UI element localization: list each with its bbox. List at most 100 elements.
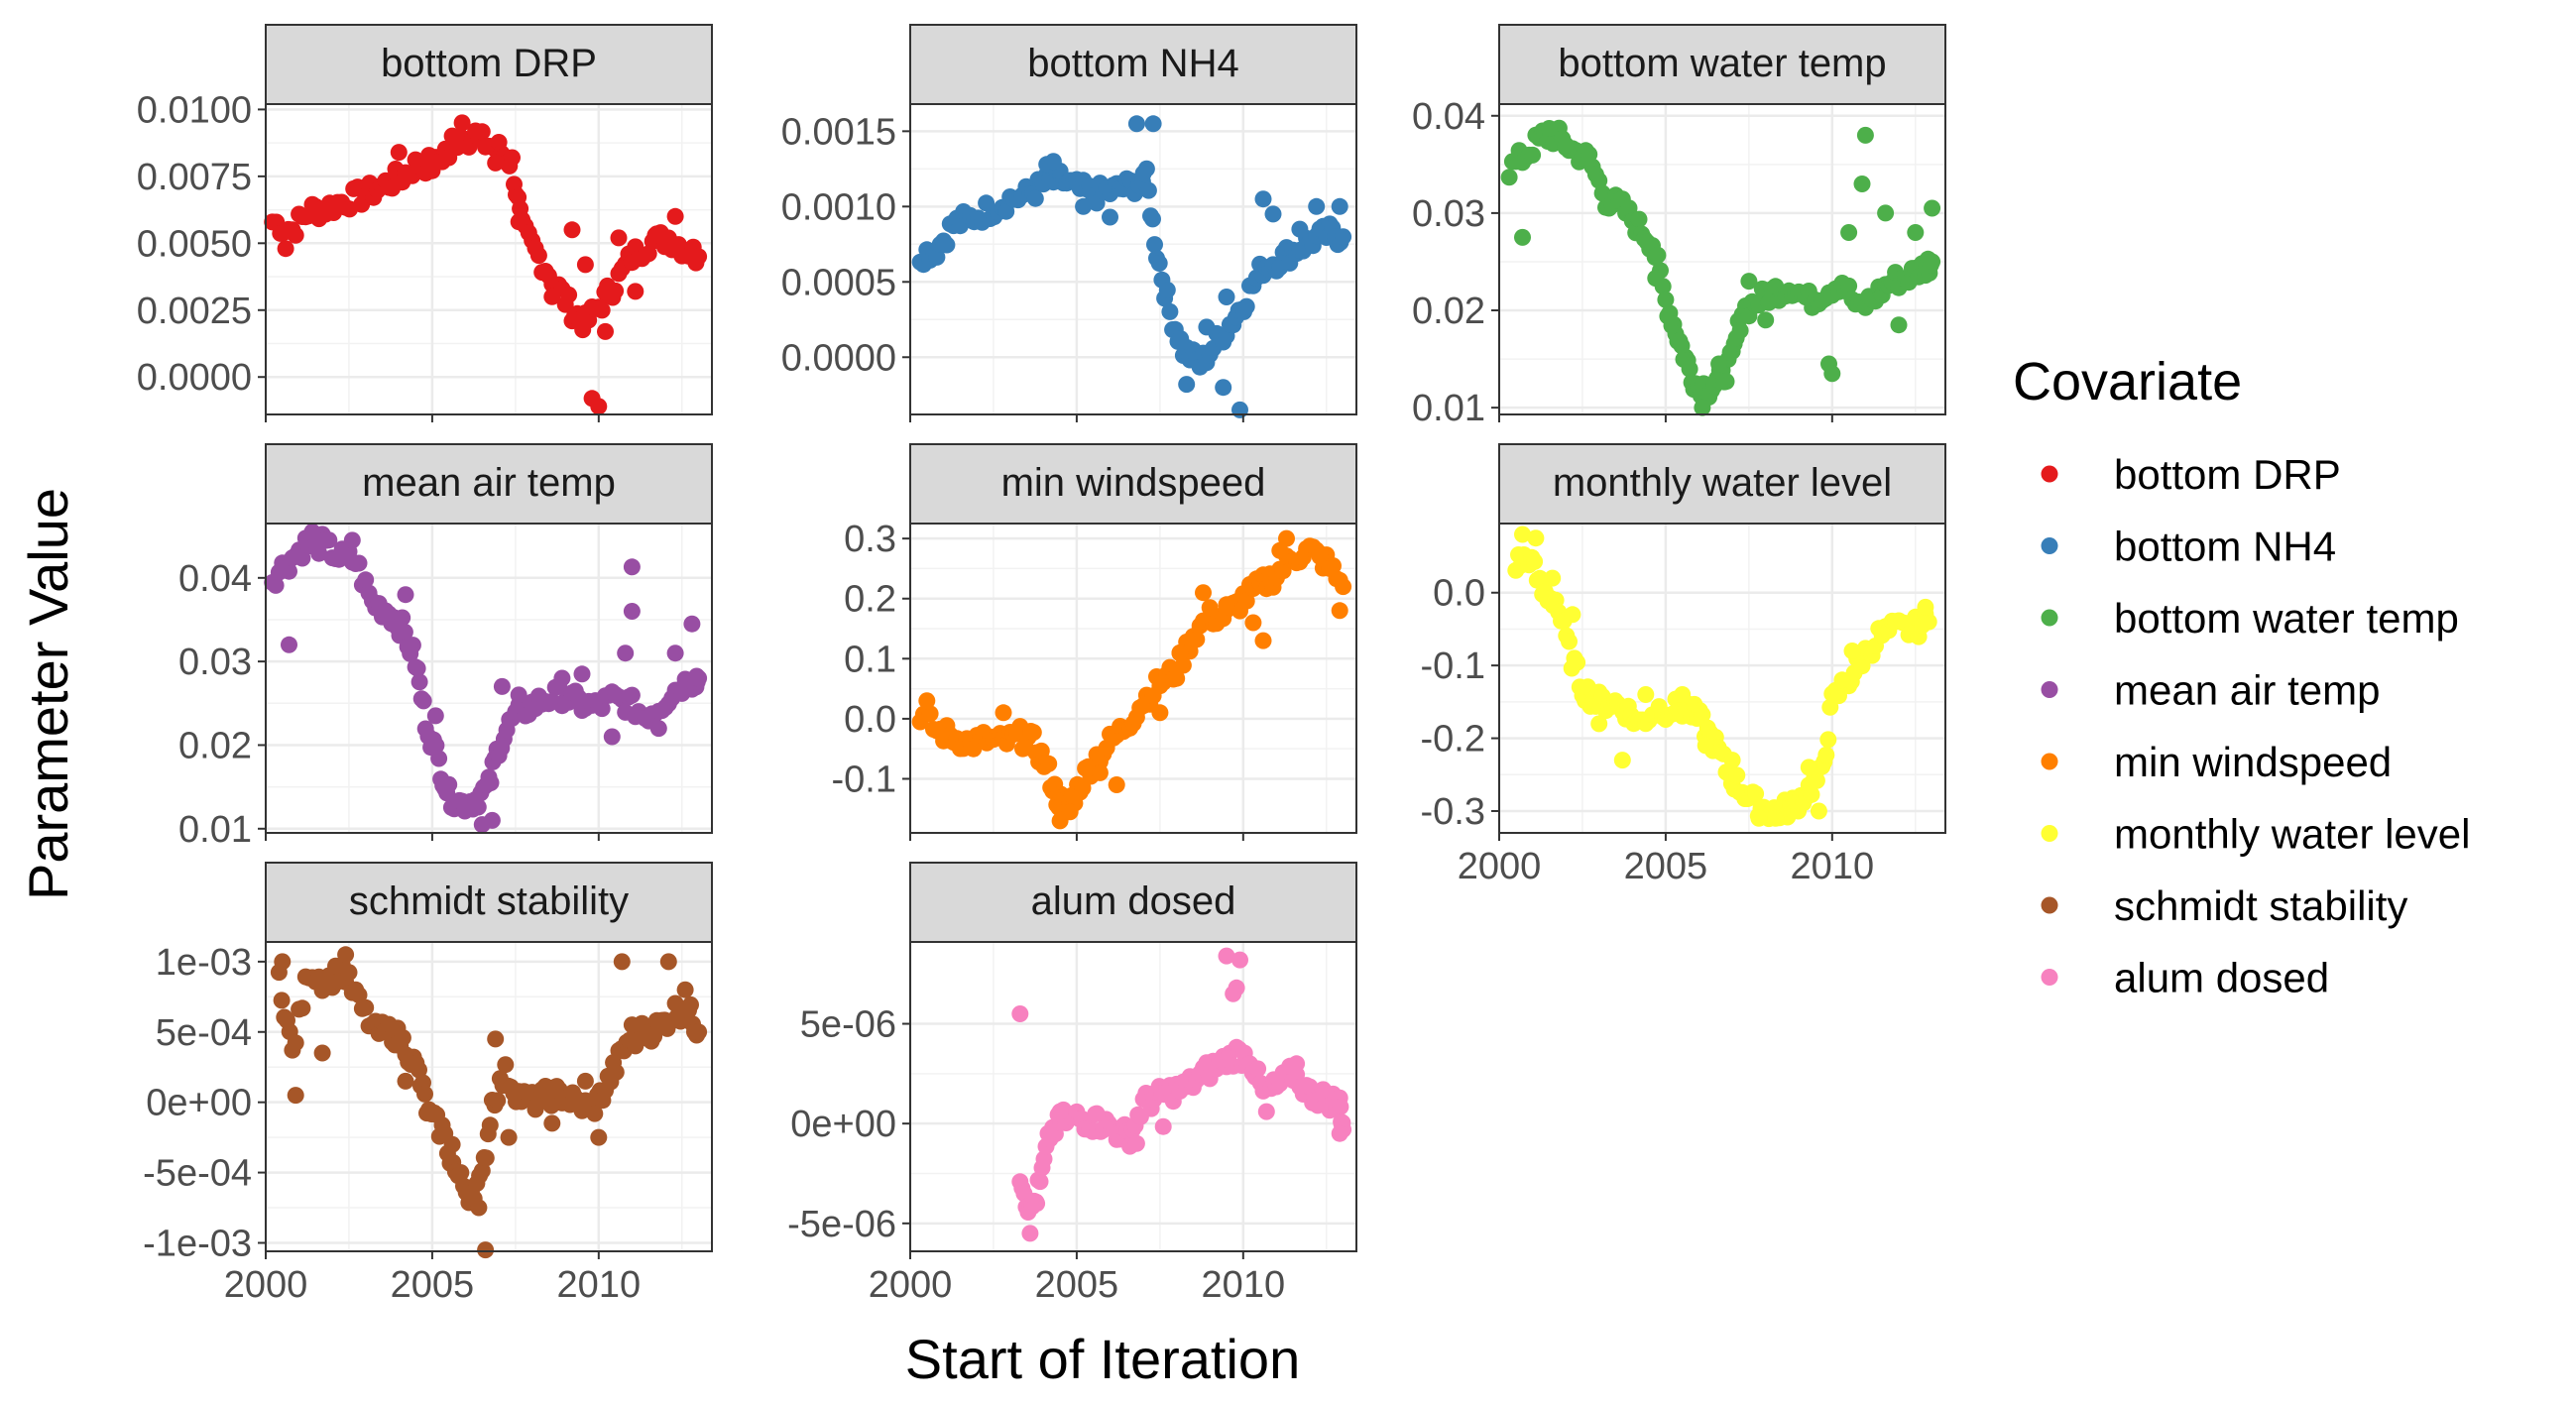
data-point: [1218, 596, 1235, 614]
data-point: [1088, 1105, 1106, 1122]
y-tick-label: -1e-03: [143, 1223, 252, 1264]
facet-strip: [909, 862, 1357, 943]
data-point: [1920, 613, 1937, 631]
data-point: [1808, 771, 1825, 789]
legend-key: [2041, 465, 2058, 483]
legend-item: alum dosed: [2041, 955, 2329, 1001]
data-point: [560, 286, 578, 303]
data-point: [1803, 785, 1820, 803]
y-tick-label: 0e+00: [146, 1083, 252, 1124]
data-point: [1674, 686, 1692, 703]
y-tick-label: 0.0075: [137, 157, 252, 198]
data-point: [690, 669, 708, 687]
data-point: [928, 248, 946, 266]
data-point: [487, 1030, 505, 1048]
legend-key: [2041, 969, 2058, 986]
x-tick-label: 2005: [1035, 1264, 1119, 1306]
data-point: [1514, 526, 1531, 543]
data-point: [481, 1116, 499, 1134]
data-point: [690, 1023, 708, 1041]
y-tick-label: 0.0: [844, 699, 896, 741]
y-tick-label: 0.0015: [781, 111, 896, 153]
data-point: [1215, 379, 1232, 397]
data-point: [410, 1061, 427, 1079]
data-point: [1024, 724, 1042, 742]
data-point: [607, 282, 625, 299]
data-point: [1278, 529, 1295, 547]
data-point: [504, 149, 521, 167]
data-point: [440, 149, 458, 167]
data-point: [1102, 208, 1118, 226]
data-point: [1540, 120, 1558, 137]
y-tick-label: 0.0005: [781, 262, 896, 303]
data-point: [623, 686, 641, 704]
data-point: [1231, 951, 1248, 969]
data-point: [1257, 1103, 1275, 1120]
legend-label: alum dosed: [2114, 955, 2329, 1001]
data-point: [1288, 1055, 1306, 1073]
data-point: [440, 775, 458, 793]
legend-label: monthly water level: [2114, 811, 2470, 858]
x-tick-label: 2000: [224, 1264, 308, 1306]
data-point: [1028, 1195, 1046, 1213]
data-point: [613, 953, 631, 971]
data-point: [394, 609, 411, 627]
data-point: [1593, 184, 1611, 202]
data-point: [1091, 763, 1109, 781]
data-point: [510, 213, 527, 231]
x-axis-title: Start of Iteration: [905, 1328, 1300, 1390]
facet-strip-label: monthly water level: [1553, 461, 1892, 505]
y-tick-label: -5e-04: [143, 1153, 252, 1195]
data-point: [610, 229, 628, 247]
facet-strip-label: mean air temp: [362, 461, 616, 505]
data-point: [340, 964, 358, 982]
data-point: [1061, 803, 1079, 821]
data-point: [347, 981, 365, 998]
data-point: [1314, 1081, 1332, 1099]
facet-strip: [909, 24, 1357, 105]
data-point: [1524, 146, 1542, 164]
facet-strip: [1498, 443, 1946, 525]
data-point: [430, 750, 448, 767]
y-tick-label: 0.04: [1412, 96, 1485, 138]
data-point: [918, 692, 936, 710]
facet-strip: [1498, 24, 1946, 105]
facet-strip: [265, 862, 713, 943]
data-point: [277, 240, 294, 258]
data-point: [1225, 985, 1242, 1002]
data-point: [1569, 653, 1586, 671]
data-point: [493, 677, 511, 695]
data-point: [1544, 569, 1562, 587]
data-point: [1051, 1103, 1069, 1120]
legend-key: [2041, 896, 2058, 914]
data-point: [397, 586, 414, 604]
data-points: [264, 523, 708, 834]
data-points: [270, 946, 708, 1259]
y-tick-label: -0.2: [1421, 719, 1485, 761]
data-point: [287, 1087, 304, 1105]
data-point: [1810, 802, 1827, 820]
data-point: [1800, 759, 1817, 776]
data-point: [473, 1162, 491, 1180]
data-point: [274, 953, 292, 971]
legend-item: bottom water temp: [2041, 595, 2459, 642]
data-point: [590, 398, 608, 415]
data-point: [1710, 355, 1728, 373]
data-point: [1821, 698, 1839, 716]
data-point: [1127, 115, 1145, 133]
data-point: [487, 154, 505, 172]
panel-background: [910, 942, 1356, 1251]
data-point: [607, 1063, 625, 1081]
data-point: [1917, 598, 1934, 616]
y-tick-label: 1e-03: [156, 942, 252, 984]
data-point: [409, 659, 426, 677]
data-point: [1527, 529, 1545, 547]
y-tick-label: 5e-06: [800, 1004, 896, 1046]
data-point: [1681, 360, 1698, 378]
data-point: [617, 644, 635, 662]
x-tick-label: 2010: [557, 1264, 642, 1306]
data-point: [1723, 752, 1741, 769]
data-point: [1833, 671, 1851, 689]
data-point: [510, 686, 527, 704]
data-point: [303, 523, 321, 540]
